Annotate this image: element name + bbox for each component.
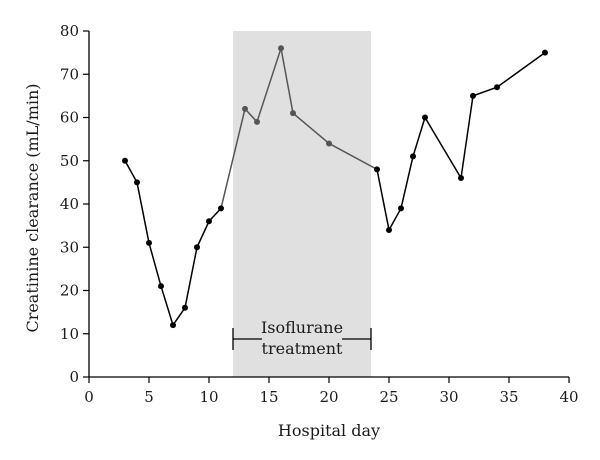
- data-point: [542, 49, 548, 56]
- y-tick-label: 80: [60, 22, 79, 40]
- data-point: [242, 105, 248, 112]
- y-tick-label: 50: [60, 152, 79, 170]
- data-point: [170, 322, 176, 329]
- annotation: Isoflurane treatment: [232, 318, 372, 358]
- x-tick-label: 5: [144, 388, 154, 406]
- y-tick-label: 40: [60, 195, 79, 213]
- x-tick-label: 35: [499, 388, 518, 406]
- x-tick-label: 15: [259, 388, 278, 406]
- series-line-segment: [496, 52, 546, 88]
- data-point: [398, 205, 404, 212]
- axes: 0 10 20 30 40 50 60 70 80 0 5 10 15 20 25 30 35 40: [60, 22, 579, 406]
- series-layer: [122, 45, 548, 329]
- data-point: [146, 239, 152, 246]
- series-line-segment: [160, 285, 174, 326]
- y-tick-label: 10: [60, 325, 79, 343]
- series-line-segment: [472, 86, 498, 97]
- x-axis-title: Hospital day: [278, 421, 380, 440]
- data-point: [494, 84, 500, 91]
- series-line-segment: [424, 117, 462, 179]
- data-point: [278, 45, 284, 52]
- x-tick-label: 25: [379, 388, 398, 406]
- series-line-segment: [388, 207, 402, 231]
- data-point: [206, 218, 212, 225]
- data-point: [134, 179, 140, 186]
- data-point: [218, 205, 224, 212]
- data-point: [386, 226, 392, 233]
- data-point: [254, 118, 260, 125]
- y-tick-label: 60: [60, 109, 79, 127]
- series-line-segment: [256, 48, 282, 123]
- series-line-segment: [124, 160, 138, 183]
- series-line-segment: [196, 220, 210, 248]
- data-point: [158, 283, 164, 290]
- series-line-segment: [460, 95, 474, 179]
- x-tick-label: 0: [84, 388, 94, 406]
- series-line-segment: [328, 142, 378, 171]
- x-tick-label: 40: [559, 388, 578, 406]
- data-point: [422, 114, 428, 121]
- series-line-segment: [400, 156, 414, 209]
- data-point: [410, 153, 416, 160]
- data-point: [458, 175, 464, 182]
- x-tick-label: 10: [199, 388, 218, 406]
- y-tick-label: 70: [60, 65, 79, 83]
- x-tick-label: 30: [439, 388, 458, 406]
- series-line-segment: [376, 169, 390, 231]
- data-point: [194, 244, 200, 251]
- x-tick-label: 20: [319, 388, 338, 406]
- data-point: [290, 110, 296, 117]
- series-line-segment: [412, 117, 426, 157]
- treatment-shaded-region: [233, 31, 371, 377]
- series-line-segment: [148, 242, 162, 287]
- series-line-segment: [172, 307, 186, 326]
- y-tick-label: 30: [60, 238, 79, 256]
- series-line-segment: [184, 247, 198, 308]
- series-line-segment: [280, 48, 294, 114]
- data-point: [326, 140, 332, 147]
- y-axis-title: Creatinine clearance (mL/min): [23, 83, 42, 332]
- series-line-segment: [136, 182, 150, 244]
- data-point: [470, 92, 476, 99]
- series-line-segment: [292, 112, 330, 145]
- series-line-segment: [220, 108, 246, 209]
- y-tick-label: 0: [69, 368, 79, 386]
- annotation-label-line-1: Isoflurane: [261, 318, 343, 337]
- y-tick-label: 20: [60, 282, 79, 300]
- annotation-label-line-2: treatment: [262, 339, 343, 358]
- data-point: [182, 304, 188, 311]
- data-point: [122, 157, 128, 164]
- data-point: [374, 166, 380, 173]
